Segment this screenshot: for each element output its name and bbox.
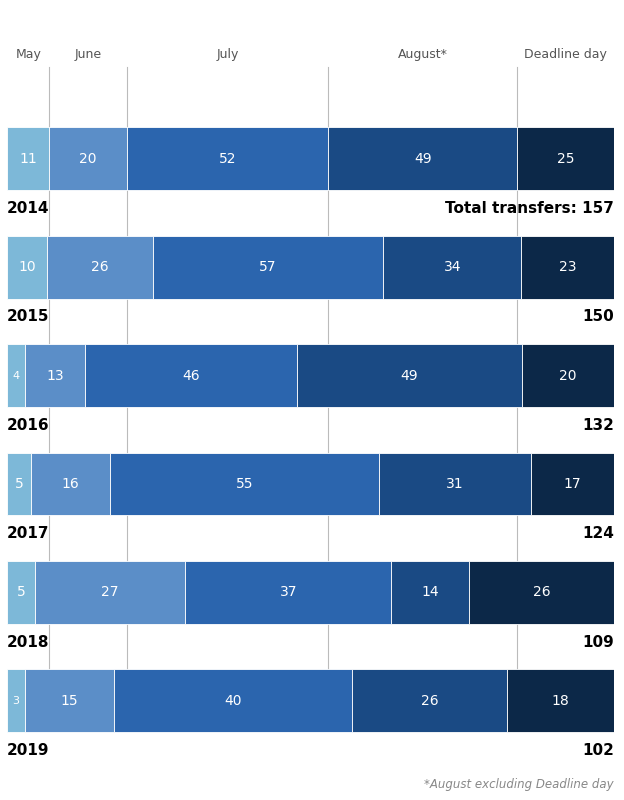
Text: 15: 15 <box>61 694 78 708</box>
Bar <box>7 344 26 407</box>
Text: 5: 5 <box>16 586 25 599</box>
Bar <box>379 453 531 515</box>
Text: 13: 13 <box>46 369 64 382</box>
Text: 2015: 2015 <box>7 310 49 325</box>
Text: 46: 46 <box>182 369 200 382</box>
Text: 16: 16 <box>62 477 79 491</box>
Text: 20: 20 <box>79 152 97 166</box>
Text: 150: 150 <box>582 310 614 325</box>
Text: 18: 18 <box>552 694 570 708</box>
Text: 55: 55 <box>236 477 253 491</box>
Text: 2019: 2019 <box>7 743 49 758</box>
Text: 27: 27 <box>101 586 119 599</box>
Text: *August excluding Deadline day: *August excluding Deadline day <box>424 778 614 791</box>
Bar <box>328 127 517 190</box>
Text: 2016: 2016 <box>7 418 49 433</box>
Text: 5: 5 <box>15 477 24 491</box>
Bar <box>383 236 521 298</box>
Bar <box>185 561 391 624</box>
Text: 17: 17 <box>563 477 582 491</box>
Bar <box>521 236 614 298</box>
Text: 34: 34 <box>444 260 461 274</box>
Bar <box>469 561 614 624</box>
Text: 49: 49 <box>414 152 432 166</box>
Bar <box>31 453 110 515</box>
Bar <box>517 127 614 190</box>
Bar <box>7 236 47 298</box>
Bar <box>352 670 507 732</box>
Bar <box>35 561 185 624</box>
Bar <box>47 236 153 298</box>
Text: 10: 10 <box>18 260 36 274</box>
Text: 20: 20 <box>559 369 577 382</box>
Text: 26: 26 <box>91 260 109 274</box>
Bar <box>7 453 31 515</box>
Text: 102: 102 <box>582 743 614 758</box>
Text: 49: 49 <box>401 369 418 382</box>
Bar <box>7 670 25 732</box>
Text: 52: 52 <box>218 152 236 166</box>
Text: 14: 14 <box>421 586 439 599</box>
Bar <box>25 670 114 732</box>
Bar <box>26 344 85 407</box>
Text: Deadline day: Deadline day <box>524 48 607 61</box>
Text: July: July <box>216 48 238 61</box>
Bar <box>110 453 379 515</box>
Text: 124: 124 <box>582 526 614 542</box>
Text: 2014: 2014 <box>7 201 49 216</box>
Bar <box>297 344 522 407</box>
Text: 2018: 2018 <box>7 634 49 650</box>
Bar <box>507 670 614 732</box>
Text: 25: 25 <box>557 152 575 166</box>
Bar <box>7 127 49 190</box>
Text: 26: 26 <box>533 586 550 599</box>
Text: June: June <box>75 48 102 61</box>
Text: 31: 31 <box>446 477 464 491</box>
Bar <box>85 344 297 407</box>
Bar <box>153 236 383 298</box>
Text: 2017: 2017 <box>7 526 49 542</box>
Text: 4: 4 <box>12 370 20 381</box>
Bar <box>391 561 469 624</box>
Text: 23: 23 <box>559 260 577 274</box>
Bar <box>127 127 328 190</box>
Text: 11: 11 <box>19 152 37 166</box>
Text: 26: 26 <box>421 694 439 708</box>
Text: 40: 40 <box>225 694 242 708</box>
Text: August*: August* <box>397 48 447 61</box>
Text: 3: 3 <box>12 696 19 706</box>
Text: 132: 132 <box>582 418 614 433</box>
Text: 57: 57 <box>260 260 277 274</box>
Text: Total transfers: 157: Total transfers: 157 <box>446 201 614 216</box>
Bar <box>522 344 614 407</box>
Text: May: May <box>15 48 41 61</box>
Bar <box>49 127 127 190</box>
Bar <box>114 670 352 732</box>
Text: 109: 109 <box>582 634 614 650</box>
Bar <box>531 453 614 515</box>
Bar <box>7 561 35 624</box>
Text: 37: 37 <box>280 586 297 599</box>
